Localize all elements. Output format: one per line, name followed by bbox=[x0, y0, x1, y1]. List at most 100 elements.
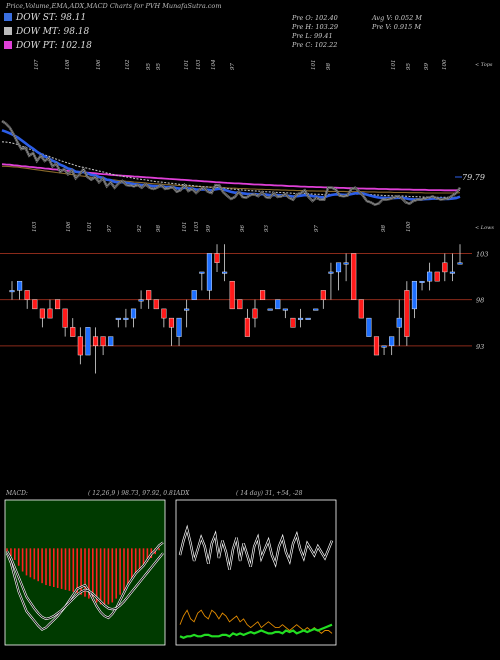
price-tick-label: 93 bbox=[476, 343, 484, 351]
candle-body bbox=[55, 299, 61, 310]
ema-bottom-tick-label: 92 bbox=[137, 225, 143, 232]
ema-bottom-tick-label: 100 bbox=[406, 221, 412, 232]
candle-body bbox=[70, 327, 76, 337]
quote-left-line: Pre L: 99.41 bbox=[291, 32, 333, 40]
page-title: Price,Volume,EMA,ADX,MACD Charts for PVH… bbox=[5, 2, 221, 10]
candle-body bbox=[411, 280, 417, 310]
quote-left-line: Pre O: 102.40 bbox=[291, 14, 338, 22]
candle-body bbox=[222, 271, 228, 274]
ema-bottom-right-label: < Lows bbox=[475, 225, 494, 231]
ema-series-line bbox=[1, 129, 461, 201]
adx-panel: ADX ( 14 day) 31, +54, -28 bbox=[175, 490, 337, 646]
candle-body bbox=[358, 299, 364, 319]
candle-body bbox=[77, 336, 83, 356]
ema-top-right-label: < Tops bbox=[475, 62, 493, 68]
ema-top-tick-label: 97 bbox=[230, 63, 236, 70]
candle-body bbox=[282, 308, 288, 311]
ema-series-line bbox=[1, 141, 461, 198]
ema-last-value-label: 79.79 bbox=[462, 173, 485, 182]
candle-body bbox=[146, 290, 152, 300]
candle-body bbox=[47, 308, 53, 319]
ema-top-tick-label: 104 bbox=[211, 59, 217, 70]
candle-body bbox=[381, 345, 387, 348]
candle-body bbox=[396, 317, 402, 328]
ema-panel: 107 108 106 102 95 95 101 103 104 97 101 98 101 95 99 1… bbox=[1, 59, 494, 233]
ema-top-tick-label: 101 bbox=[184, 60, 190, 71]
ema-bottom-tick-label: 101 bbox=[87, 222, 93, 233]
ema-bottom-tick-label: 93 bbox=[264, 225, 270, 232]
legend-label: DOW ST: 98.11 bbox=[15, 13, 86, 23]
ema-series-line bbox=[1, 120, 461, 205]
candle-body bbox=[320, 290, 326, 300]
candle-body bbox=[191, 290, 197, 300]
ema-bottom-tick-label: 97 bbox=[314, 225, 320, 232]
candle-body bbox=[138, 299, 144, 302]
candle-body bbox=[168, 317, 175, 328]
macd-series-line bbox=[6, 550, 164, 620]
candle-body bbox=[389, 336, 395, 347]
candle-body bbox=[297, 317, 304, 320]
candle-body bbox=[366, 317, 372, 337]
ema-top-tick-label: 98 bbox=[326, 63, 332, 70]
ema-bottom-tick-label: 98 bbox=[381, 225, 387, 232]
price-tick-label: 98 bbox=[476, 297, 484, 305]
ema-bottom-tick-label: 98 bbox=[156, 225, 162, 232]
legend-swatch bbox=[4, 27, 12, 35]
ema-bottom-tick-label: 103 bbox=[194, 221, 200, 232]
candle-body bbox=[313, 308, 319, 311]
candle-body bbox=[373, 336, 380, 356]
ema-top-tick-label: 95 bbox=[406, 63, 412, 70]
candle-body bbox=[267, 308, 273, 311]
ema-bottom-tick-label: 97 bbox=[107, 225, 113, 232]
price-panel: 103 98 93 bbox=[0, 244, 488, 374]
adx-frame bbox=[175, 499, 337, 646]
adx-series-line bbox=[179, 623, 333, 639]
ema-bottom-tick-label: 106 bbox=[66, 221, 72, 232]
ema-bottom-tick-label: 103 bbox=[32, 221, 38, 232]
legend-label: DOW MT: 98.18 bbox=[15, 27, 90, 37]
ema-top-tick-label: 99 bbox=[424, 63, 430, 70]
candle-body bbox=[214, 253, 220, 263]
candle-body bbox=[17, 280, 23, 291]
legend-swatch bbox=[4, 13, 12, 21]
candle-body bbox=[328, 271, 334, 274]
macd-params: ( 12,26,9 ) 98.73, 97.92, 0.81 bbox=[88, 490, 177, 497]
candle-body bbox=[9, 290, 15, 293]
ema-top-tick-label: 101 bbox=[391, 60, 397, 71]
candle-body bbox=[419, 280, 425, 283]
quote-right-line: Pre V: 0.915 M bbox=[371, 23, 421, 31]
adx-params: ( 14 day) 31, +54, -28 bbox=[236, 490, 303, 497]
candle-body bbox=[434, 271, 440, 282]
quote-right-line: Avg V: 0.052 M bbox=[371, 14, 422, 22]
legend-label: DOW PT: 102.18 bbox=[15, 41, 92, 51]
candle-body bbox=[161, 308, 167, 319]
candle-body bbox=[39, 308, 45, 319]
candle-body bbox=[24, 290, 30, 300]
adx-series-line bbox=[179, 609, 333, 634]
ema-bottom-tick-label: 96 bbox=[240, 225, 246, 232]
candle-body bbox=[290, 317, 296, 328]
candle-body bbox=[305, 317, 311, 320]
candle-body bbox=[108, 336, 114, 347]
candle-body bbox=[206, 253, 212, 291]
candle-body bbox=[153, 299, 159, 310]
ema-top-tick-label: 95 bbox=[146, 63, 152, 70]
price-tick-label: 103 bbox=[476, 250, 488, 258]
candle-body bbox=[244, 317, 250, 337]
candle-body bbox=[237, 299, 243, 310]
ema-top-tick-label: 101 bbox=[311, 60, 317, 71]
macd-series-line bbox=[6, 542, 164, 631]
candle-body bbox=[115, 317, 121, 320]
ema-top-tick-label: 103 bbox=[196, 59, 202, 70]
ema-top-tick-label: 107 bbox=[34, 59, 40, 70]
legend-swatch bbox=[4, 41, 12, 49]
adx-series-line bbox=[179, 527, 333, 570]
candle-body bbox=[85, 327, 91, 356]
macd-panel: MACD: ( 12,26,9 ) 98.73, 97.92, 0.81 bbox=[4, 490, 177, 646]
candle-body bbox=[184, 308, 190, 311]
quote-left-line: Pre H: 103.29 bbox=[291, 23, 338, 31]
candle-body bbox=[62, 308, 68, 328]
candle-body bbox=[32, 299, 38, 310]
candle-body bbox=[404, 290, 410, 337]
